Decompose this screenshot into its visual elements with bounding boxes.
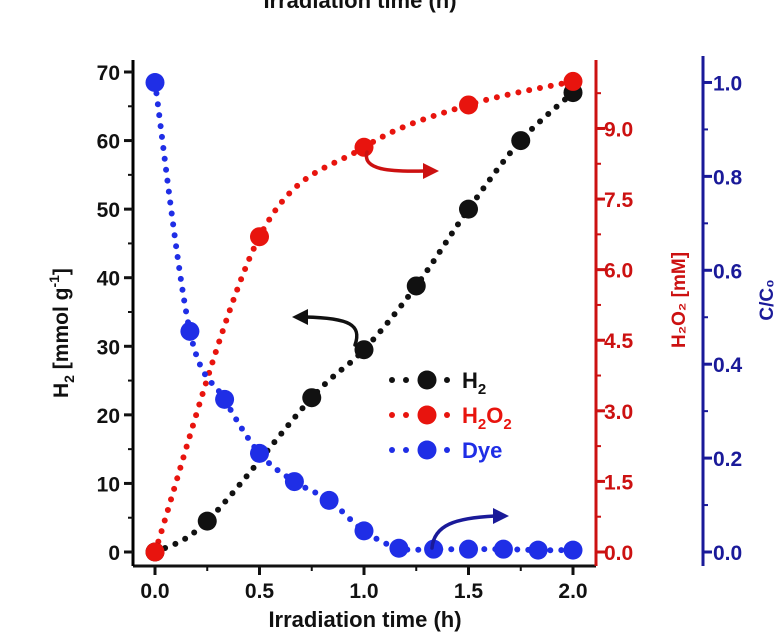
legend-label-h2o2: H2O2 [462,403,512,433]
marker-dye [145,72,165,92]
x-tick-label: 2.0 [558,580,587,603]
h2o2-tick-label: 9.0 [604,118,633,141]
dye-tick-label: 0.4 [713,354,743,377]
marker-dye [459,539,478,559]
marker-h2o2 [459,95,478,115]
marker-h2 [406,276,426,296]
arrow-h2-left [303,315,359,347]
dye-axis-label: C/C₀ [757,279,778,320]
marker-h2o2 [563,71,583,91]
curve-h2o2 [152,78,576,555]
h2-tick-label: 20 [97,405,120,428]
top-title: Irradiation time (h) [263,0,456,13]
marker-h2 [302,388,322,408]
h2o2-tick-label: 1.5 [604,471,634,494]
marker-dye [180,321,200,341]
legend-marker-dye [417,440,437,460]
legend-label-dye: Dye [462,438,502,463]
h2o2-tick-label: 0.0 [604,542,633,565]
marker-dye [319,490,339,510]
legend-dot [403,447,409,453]
h2o2-axis-label: H₂O₂ [mM] [669,252,690,348]
h2-tick-label: 0 [108,542,120,565]
legend-label-h2: H2 [462,368,486,398]
marker-dye [424,539,444,559]
marker-h2o2 [354,137,374,157]
marker-dye [284,472,304,492]
x-tick-label: 1.0 [349,580,378,603]
legend-dot [389,412,395,418]
h2-tick-label: 60 [97,131,120,154]
curve-h2 [152,89,576,555]
legend-dot [444,412,450,418]
marker-dye [389,538,409,558]
legend: H2 H2O2 Dye [389,368,512,463]
marker-dye [528,540,548,560]
h2-tick-label: 10 [97,473,120,496]
arrow-dye-right-head [493,508,509,524]
x-tick-label: 1.5 [454,580,484,603]
h2-tick-label: 40 [97,268,120,291]
h2o2-tick-label: 6.0 [604,260,633,283]
legend-marker-h2o2 [417,405,437,425]
legend-dot [403,412,409,418]
legend-dot [444,447,450,453]
dye-tick-label: 0.2 [713,448,742,471]
h2o2-tick-label: 7.5 [604,189,634,212]
h2-tick-label: 50 [97,199,120,222]
arrow-h2o2-right [364,150,427,173]
x-tick-label: 0.5 [245,580,275,603]
marker-h2o2 [145,542,165,562]
legend-dot [444,377,450,383]
marker-h2 [459,199,478,219]
marker-dye [215,389,235,409]
h2-tick-label: 30 [97,336,120,359]
marker-h2o2 [250,227,269,247]
curve-dye [152,79,576,554]
arrow-h2-left-head [292,309,308,325]
legend-dot [389,447,395,453]
marker-dye [563,540,583,560]
axes: 0.0 0.5 1.0 1.5 2.0 0 10 20 30 40 50 60 70 H2 [mmol g… [46,56,778,603]
arrow-dye-right [430,514,497,550]
x-tick-label: 0.0 [140,580,169,603]
x-axis-label: Irradiation time (h) [268,607,461,632]
h2o2-tick-label: 3.0 [604,401,633,424]
arrow-h2o2-right-head [423,163,439,179]
axis-arrows [292,150,509,550]
series-curves [152,78,576,555]
legend-dot [389,377,395,383]
h2o2-tick-label: 4.5 [604,330,634,353]
marker-dye [493,539,513,559]
marker-h2 [511,131,531,151]
dye-tick-label: 0.0 [713,542,742,565]
dye-tick-label: 0.8 [713,166,743,189]
legend-marker-h2 [417,370,437,390]
series-markers [145,71,583,562]
marker-dye [250,443,269,463]
legend-dot [403,377,409,383]
marker-dye [354,521,374,541]
h2-axis-label: H2 [mmol g-1] [46,268,77,398]
dye-tick-label: 1.0 [713,72,742,95]
marker-h2 [354,340,374,360]
marker-h2 [197,511,217,531]
h2-tick-label: 70 [97,62,120,85]
dye-tick-label: 0.6 [713,260,742,283]
